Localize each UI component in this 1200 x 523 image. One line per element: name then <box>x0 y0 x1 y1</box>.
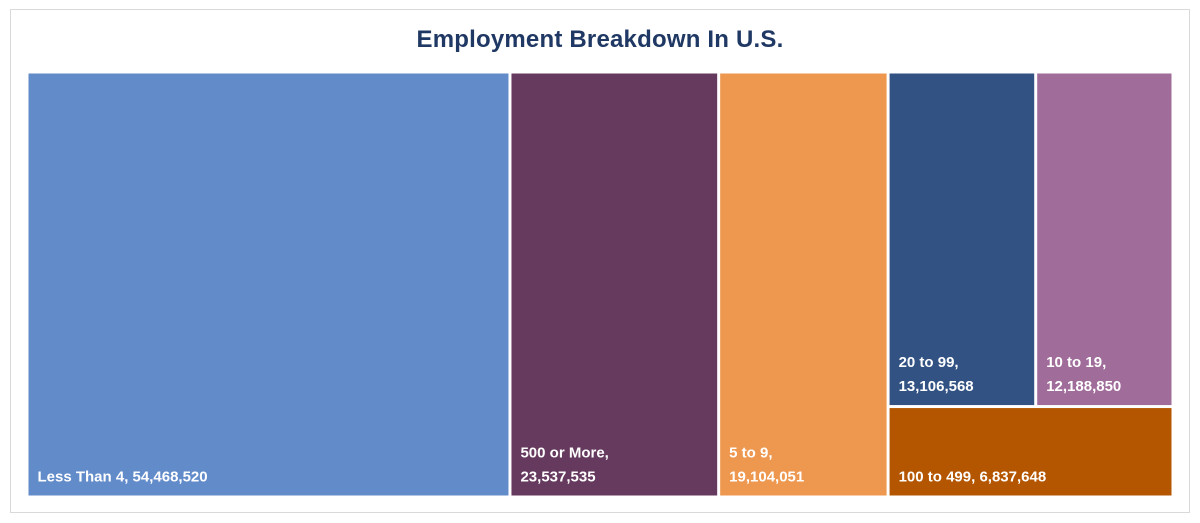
tile-label-line: 19,104,051 <box>729 469 804 486</box>
tile-10-to-19 <box>1037 73 1172 406</box>
tile-label-500-or-more: 500 or More, 23,537,535 <box>520 445 608 486</box>
tile-100-to-499 <box>889 408 1172 496</box>
tile-label-10-to-19: 10 to 19, 12,188,850 <box>1046 354 1121 395</box>
tile-20-to-99 <box>889 73 1035 406</box>
tile-label-less-than-4: Less Than 4, 54,468,520 <box>38 469 208 486</box>
tile-label-line: 500 or More, <box>520 445 608 462</box>
tile-label-line: 10 to 19, <box>1046 354 1106 371</box>
tile-label-100-to-499: 100 to 499, 6,837,648 <box>899 469 1047 486</box>
tile-5-to-9 <box>720 73 887 496</box>
tile-label-line: 100 to 499, 6,837,648 <box>899 469 1047 486</box>
tile-label-20-to-99: 20 to 99, 13,106,568 <box>899 354 974 395</box>
tile-label-5-to-9: 5 to 9, 19,104,051 <box>729 445 804 486</box>
tile-label-line: 5 to 9, <box>729 445 772 462</box>
chart-title: Employment Breakdown In U.S. <box>416 26 784 53</box>
tile-500-or-more <box>511 73 718 496</box>
tile-label-line: 23,537,535 <box>520 469 595 486</box>
tile-label-line: 12,188,850 <box>1046 378 1121 395</box>
tile-label-line: 13,106,568 <box>899 378 974 395</box>
tile-less-than-4 <box>28 73 509 496</box>
tile-label-line: Less Than 4, 54,468,520 <box>38 469 208 486</box>
tile-label-line: 20 to 99, <box>899 354 959 371</box>
treemap-tiles: Less Than 4, 54,468,520 500 or More, 23,53… <box>28 73 1172 496</box>
